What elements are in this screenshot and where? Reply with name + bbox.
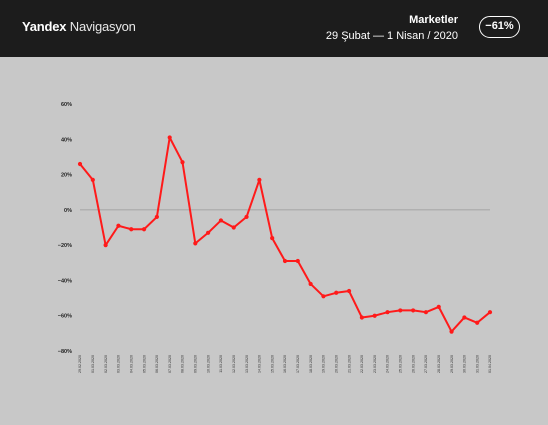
y-tick-label: −20%: [58, 243, 72, 249]
x-tick-label: 31.03.2020: [475, 355, 479, 373]
data-point: [193, 241, 198, 246]
data-point: [231, 225, 236, 230]
x-tick-label: 20.03.2020: [334, 355, 338, 373]
data-point: [398, 308, 403, 313]
data-point: [359, 315, 364, 320]
data-point: [385, 310, 390, 315]
y-tick-label: 0%: [64, 208, 72, 214]
data-point: [167, 135, 172, 140]
x-tick-label: 11.03.2020: [219, 355, 223, 373]
y-tick-label: −60%: [58, 314, 72, 320]
data-point: [334, 290, 339, 295]
data-point: [411, 308, 416, 313]
data-point: [449, 329, 454, 334]
x-tick-label: 03.03.2020: [117, 355, 121, 373]
x-tick-label: 14.03.2020: [258, 355, 262, 373]
data-point: [423, 310, 429, 315]
x-tick-label: 16.03.2020: [283, 355, 287, 373]
x-tick-label: 29.03.2020: [450, 355, 454, 373]
x-tick-label: 24.03.2020: [386, 355, 390, 373]
data-point: [257, 177, 262, 182]
x-tick-label: 25.03.2020: [399, 355, 403, 373]
data-point: [346, 288, 352, 294]
series-points: [77, 135, 493, 334]
data-point: [103, 243, 108, 248]
x-tick-label: 21.03.2020: [347, 355, 351, 373]
x-tick-label: 09.03.2020: [194, 355, 198, 373]
data-point: [321, 294, 326, 299]
y-tick-label: −80%: [58, 349, 72, 355]
data-point: [77, 161, 83, 167]
x-tick-label: 28.03.2020: [437, 355, 441, 373]
data-point: [282, 258, 288, 264]
date-range: 29 Şubat — 1 Nisan / 2020: [325, 30, 458, 42]
series-lines: [79, 136, 491, 333]
change-badge: −61%: [479, 16, 520, 38]
x-tick-label: 30.03.2020: [463, 355, 467, 373]
data-point: [436, 304, 441, 309]
data-point: [308, 281, 313, 287]
data-point: [462, 315, 467, 320]
x-tick-label: 18.03.2020: [309, 355, 313, 373]
x-tick-label: 15.03.2020: [270, 355, 274, 373]
x-tick-label: 12.03.2020: [232, 355, 236, 373]
y-tick-label: 40%: [61, 137, 72, 143]
x-tick-label: 13.03.2020: [245, 355, 249, 373]
brand-name: Yandex: [22, 19, 67, 34]
brand-logo: Yandex Navigasyon: [22, 19, 136, 34]
data-point: [295, 258, 300, 264]
data-point: [475, 320, 480, 325]
data-point: [218, 218, 224, 223]
data-point: [154, 214, 159, 220]
data-point: [244, 214, 249, 220]
y-tick-label: −40%: [58, 278, 72, 284]
line-chart: 60% 40% 20% 0% −20% −40% −60% −80% 29.02.2020 01…: [58, 102, 493, 373]
data-point: [487, 310, 493, 315]
category-title: Marketler: [409, 14, 458, 26]
data-point: [180, 160, 185, 165]
x-tick-label: 19.03.2020: [322, 355, 326, 373]
data-point: [116, 223, 121, 228]
x-tick-label: 07.03.2020: [168, 355, 172, 373]
x-tick-label: 01.03.2020: [91, 355, 95, 373]
x-tick-label: 26.03.2020: [411, 355, 415, 373]
x-tick-label: 05.03.2020: [142, 355, 146, 373]
x-tick-label: 17.03.2020: [296, 355, 300, 373]
y-axis: 60% 40% 20% 0% −20% −40% −60% −80%: [58, 102, 490, 355]
data-point: [372, 313, 377, 318]
chart-meta: Marketler 29 Şubat — 1 Nisan / 2020: [326, 13, 458, 44]
data-point: [270, 235, 275, 241]
chart-area: 60% 40% 20% 0% −20% −40% −60% −80% 29.02.2020 01…: [0, 57, 548, 425]
data-point: [141, 227, 147, 232]
data-point: [206, 230, 211, 235]
x-tick-label: 22.03.2020: [360, 355, 364, 373]
data-point: [90, 177, 95, 182]
x-tick-label: 04.03.2020: [129, 355, 133, 373]
y-tick-label: 60%: [61, 102, 72, 108]
series-line: [79, 136, 491, 333]
x-tick-label: 29.02.2020: [78, 355, 82, 373]
x-tick-label: 23.03.2020: [373, 355, 377, 373]
x-tick-label: 08.03.2020: [181, 355, 185, 373]
x-tick-label: 02.03.2020: [104, 355, 108, 373]
x-axis: 29.02.2020 01.03.2020 02.03.2020 03.03.2020…: [78, 355, 492, 373]
x-tick-label: 27.03.2020: [424, 355, 428, 373]
header-bar: Yandex Navigasyon Marketler 29 Şubat — 1…: [0, 0, 548, 57]
x-tick-label: 10.03.2020: [206, 355, 210, 373]
x-tick-label: 06.03.2020: [155, 355, 159, 373]
x-tick-label: 01.04.2020: [488, 355, 492, 373]
y-tick-label: 20%: [61, 173, 72, 179]
brand-product: Navigasyon: [69, 19, 136, 34]
data-point: [129, 227, 134, 232]
